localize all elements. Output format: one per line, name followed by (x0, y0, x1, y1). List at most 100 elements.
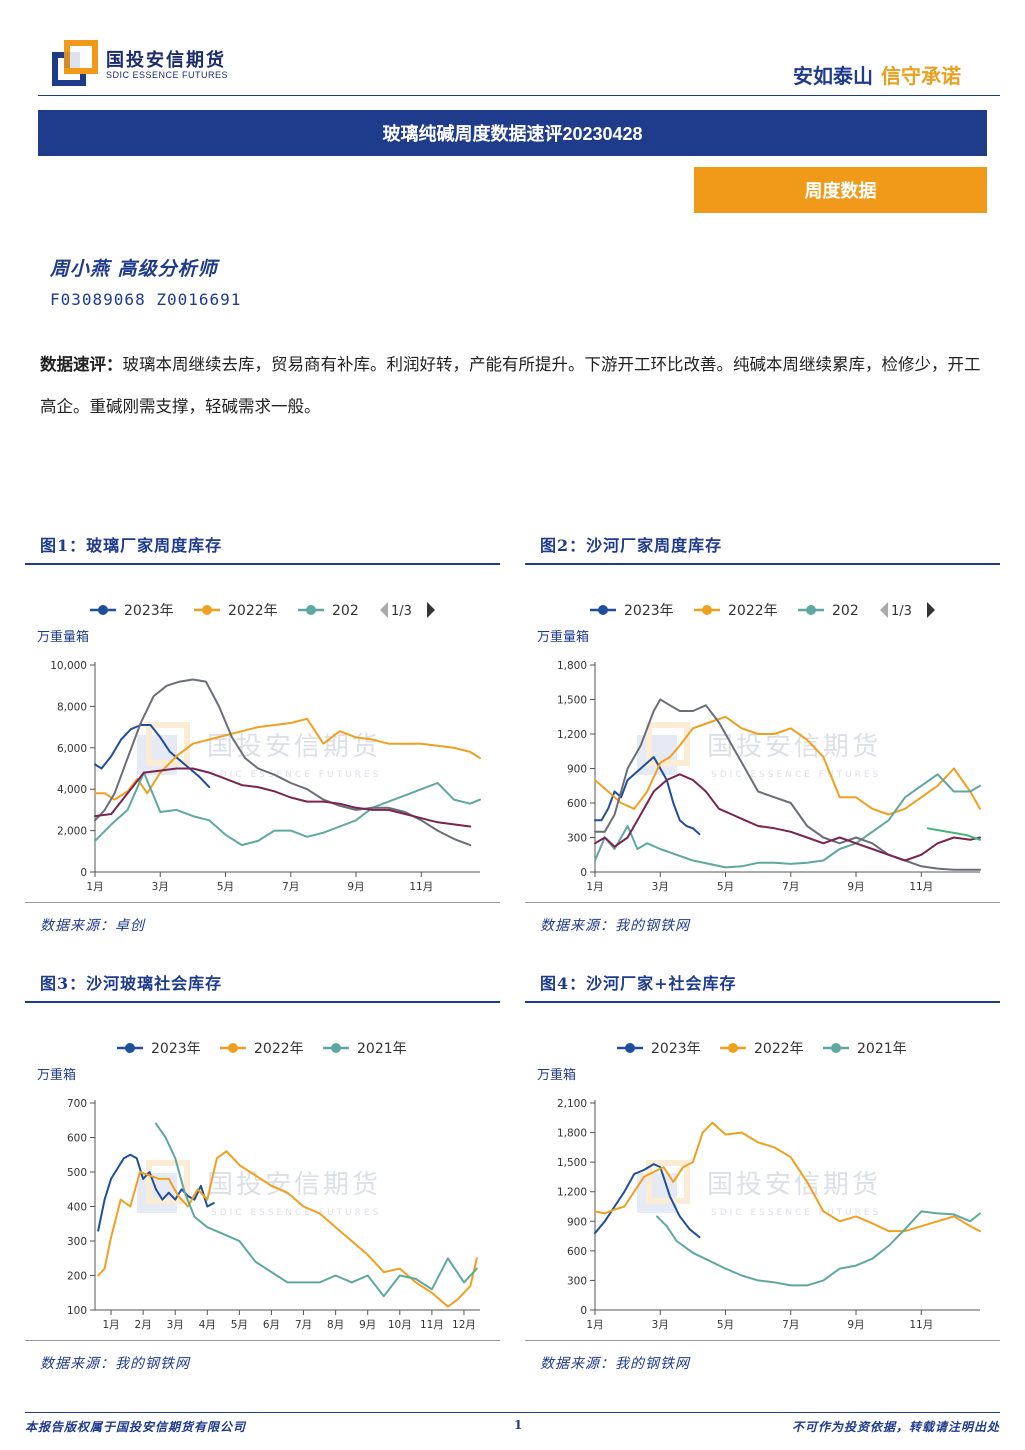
y-axis-label: 万重箱 (37, 1067, 76, 1083)
y-tick-label: 1,800 (557, 660, 587, 672)
figure-2-chart: 国投安信期货 SDIC ESSENCE FUTURES 2023年 2022年 202 1… (525, 590, 1000, 900)
series-line-2 (594, 715, 981, 816)
watermark-logo-frame-icon (146, 722, 190, 766)
legend-label: 2021年 (857, 1041, 907, 1057)
summary-label: 数据速评： (40, 356, 123, 374)
legend-marker-icon (702, 605, 712, 615)
figure-4-title: 图4：沙河厂家+社会库存 (540, 974, 737, 993)
y-tick-label: 300 (567, 1275, 587, 1287)
x-tick-label: 7月 (782, 1319, 799, 1331)
figure-1-title: 图1：玻璃厂家周度库存 (40, 536, 223, 555)
legend-label: 2022年 (254, 1041, 304, 1057)
x-tick-label: 7月 (782, 881, 799, 893)
legend-marker-icon (228, 1043, 238, 1053)
series-line-4 (594, 698, 981, 871)
series-line-1 (594, 1163, 701, 1239)
legend-label: 2022年 (754, 1041, 804, 1057)
watermark-en: SDIC ESSENCE FUTURES (711, 1208, 881, 1218)
y-tick-label: 1,200 (557, 729, 587, 741)
y-tick-label: 0 (580, 1305, 587, 1317)
chart-1-svg: 国投安信期货 SDIC ESSENCE FUTURES 2023年 2022年 202 1… (37, 602, 481, 893)
pager-prev-icon (880, 602, 888, 618)
series-line-1 (97, 1153, 215, 1232)
legend-item-3: 202 (298, 603, 359, 619)
y-tick-label: 0 (80, 867, 87, 879)
figure-1-chart: 国投安信期货 SDIC ESSENCE FUTURES 2023年 2022年 202 1… (25, 590, 500, 900)
x-tick-label: 9月 (847, 881, 864, 893)
legend-label: 2022年 (228, 603, 278, 619)
pager-prev-icon (380, 602, 388, 618)
x-tick-label: 8月 (327, 1319, 344, 1331)
x-tick-label: 3月 (167, 1319, 184, 1331)
legend-label: 2021年 (357, 1041, 407, 1057)
x-tick-label: 12月 (452, 1319, 476, 1331)
watermark-en: SDIC ESSENCE FUTURES (711, 770, 881, 780)
footer-copyright: 本报告版权属于国投安信期货有限公司 (25, 1420, 247, 1434)
y-tick-label: 8,000 (57, 701, 87, 713)
x-tick-label: 3月 (652, 881, 669, 893)
legend-item-2: 2022年 (720, 1041, 804, 1057)
legend-marker-icon (806, 605, 816, 615)
y-tick-label: 100 (67, 1305, 87, 1317)
legend-label: 202 (832, 603, 859, 619)
series-line-5 (594, 773, 981, 862)
pager-text: 1/3 (891, 604, 912, 619)
legend-marker-icon (202, 605, 212, 615)
y-tick-label: 1,500 (557, 695, 587, 707)
y-tick-label: 600 (567, 798, 587, 810)
series-line-1 (594, 756, 701, 836)
y-axis-label: 万重箱 (537, 1067, 576, 1083)
x-tick-label: 1月 (586, 1319, 603, 1331)
summary-text: 玻璃本周继续去库，贸易商有补库。利润好转，产能有所提升。下游开工环比改善。纯碱本… (40, 356, 981, 416)
x-tick-label: 3月 (152, 881, 169, 893)
figure-3-source: 数据来源：我的钢铁网 (40, 1356, 190, 1372)
legend-marker-icon (728, 1043, 738, 1053)
x-tick-label: 5月 (717, 1319, 734, 1331)
y-tick-label: 1,200 (557, 1187, 587, 1199)
x-tick-label: 5月 (231, 1319, 248, 1331)
y-tick-label: 0 (580, 867, 587, 879)
figure-4-chart: 国投安信期货 SDIC ESSENCE FUTURES 2023年 2022年 2021… (525, 1028, 1000, 1338)
legend-marker-icon (598, 605, 608, 615)
legend-marker-icon (625, 1043, 635, 1053)
x-tick-label: 4月 (199, 1319, 216, 1331)
series-line-2 (97, 1150, 478, 1308)
chart-4-svg: 国投安信期货 SDIC ESSENCE FUTURES 2023年 2022年 2021… (537, 1041, 981, 1331)
y-tick-label: 6,000 (57, 743, 87, 755)
x-tick-label: 7月 (295, 1319, 312, 1331)
y-tick-label: 700 (67, 1098, 87, 1110)
legend-label: 2023年 (151, 1041, 201, 1057)
y-tick-label: 600 (67, 1133, 87, 1145)
legend-item-1: 2023年 (90, 603, 174, 619)
figure-4-rule (525, 1001, 1000, 1003)
author-name: 周小燕 高级分析师 (50, 258, 218, 280)
x-tick-label: 11月 (420, 1319, 444, 1331)
pager-next-icon (427, 602, 435, 618)
chart-2-svg: 国投安信期货 SDIC ESSENCE FUTURES 2023年 2022年 202 1… (537, 602, 981, 893)
y-tick-label: 900 (567, 764, 587, 776)
chart-4-watermark: 国投安信期货 SDIC ESSENCE FUTURES (637, 1160, 881, 1218)
figure-1-source: 数据来源：卓创 (40, 918, 145, 934)
legend-pager: 1/3 (380, 602, 435, 619)
watermark-logo-frame-icon (646, 1160, 690, 1204)
report-tag: 周度数据 (694, 167, 987, 213)
chart-3-svg: 国投安信期货 SDIC ESSENCE FUTURES 2023年 2022年 2021… (37, 1041, 480, 1331)
logo-mark-icon (52, 40, 98, 86)
x-tick-label: 1月 (86, 881, 103, 893)
series-line-3 (155, 1122, 478, 1298)
page-number: 1 (514, 1418, 524, 1432)
x-tick-label: 9月 (347, 881, 364, 893)
x-tick-label: 5月 (217, 881, 234, 893)
watermark-en: SDIC ESSENCE FUTURES (211, 770, 381, 780)
y-axis-label: 万重量箱 (537, 629, 589, 645)
report-title: 玻璃纯碱周度数据速评20230428 (38, 110, 987, 156)
x-tick-label: 1月 (586, 881, 603, 893)
pager-text: 1/3 (391, 604, 412, 619)
figure-4-source-rule (525, 1340, 1000, 1341)
slogan: 安如泰山 信守承诺 (793, 60, 961, 89)
series-line-3 (656, 1210, 981, 1287)
author-ids: F03089068 Z0016691 (50, 290, 242, 309)
y-tick-label: 600 (567, 1246, 587, 1258)
y-tick-label: 300 (567, 833, 587, 845)
watermark-cn: 国投安信期货 (707, 1170, 881, 1200)
